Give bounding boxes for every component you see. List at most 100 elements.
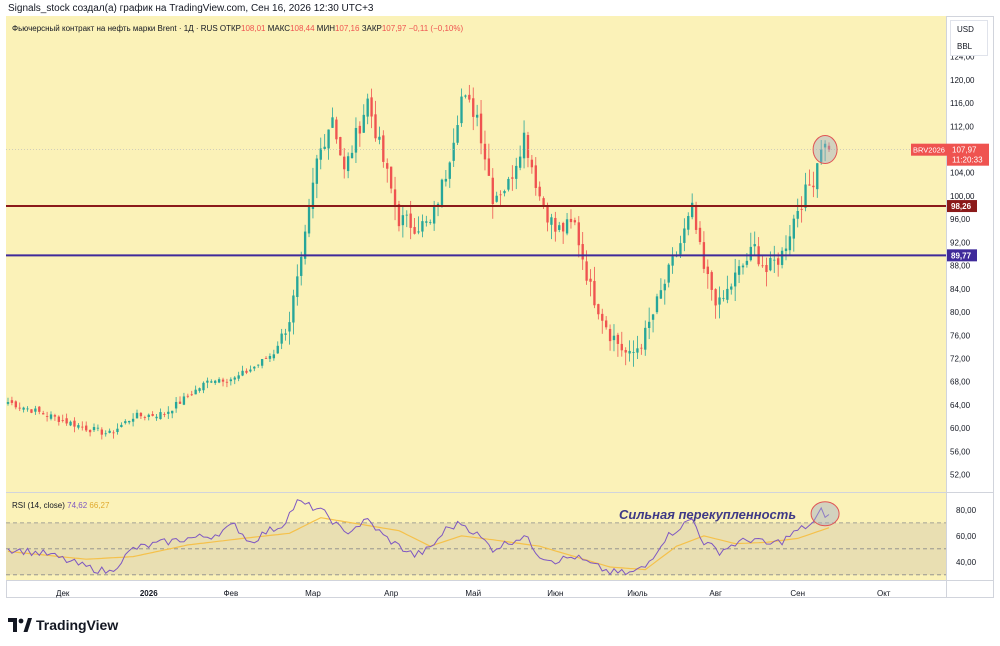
- chart-credit: Signals_stock создал(а) график на Tradin…: [8, 3, 374, 14]
- open-label: ОТКР: [219, 24, 242, 33]
- candle-body: [777, 258, 780, 265]
- candle-body: [120, 424, 123, 428]
- candle-body: [382, 135, 385, 162]
- candle-body: [417, 231, 420, 233]
- rsi-name: RSI (14, close): [12, 501, 65, 510]
- candle-body: [573, 220, 577, 223]
- candle-body: [456, 125, 459, 143]
- candle-body: [655, 296, 659, 313]
- low-value: 107,16: [334, 24, 360, 33]
- candle-body: [565, 219, 569, 234]
- candle-body: [370, 97, 373, 117]
- highlight-circles: [810, 135, 840, 527]
- price-tick-label: 112,00: [950, 122, 974, 131]
- price-tick-label: 64,00: [950, 401, 971, 410]
- candle-body: [112, 432, 115, 434]
- unit-selector[interactable]: USD BBL: [950, 20, 988, 56]
- bar-countdown: 11:20:33: [952, 156, 983, 165]
- time-tick-label: Июль: [627, 589, 647, 598]
- candle-body: [542, 198, 545, 207]
- chart-canvas[interactable]: 128,00124,00120,00116,00112,00108,00104,…: [6, 16, 994, 598]
- price-tick-label: 116,00: [950, 99, 974, 108]
- rsi-tick-label: 60,00: [956, 532, 977, 541]
- candle-body: [585, 261, 588, 281]
- candle-body: [491, 177, 494, 205]
- close-label: ЗАКР: [361, 24, 382, 33]
- open-value: 108,01: [241, 24, 266, 33]
- candle-body: [311, 182, 315, 209]
- currency-label[interactable]: USD: [957, 25, 974, 34]
- candle-body: [151, 414, 154, 416]
- candle-body: [128, 420, 131, 423]
- candle-body: [354, 127, 358, 153]
- candle-body: [432, 205, 436, 224]
- candle-body: [522, 132, 526, 159]
- candle-body: [577, 222, 580, 246]
- candle-body: [413, 227, 416, 234]
- candle-body: [823, 143, 827, 148]
- candle-body: [303, 231, 307, 259]
- candle-body: [49, 414, 53, 419]
- candle-body: [640, 347, 643, 349]
- rsi-legend: RSI (14, close) 74,62 66,27: [12, 501, 109, 510]
- candle-body: [131, 418, 135, 422]
- change-value: −0,11 (−0,10%): [408, 24, 464, 33]
- candle-body: [620, 343, 623, 351]
- candle-body: [663, 283, 666, 291]
- candle-body: [366, 98, 369, 117]
- candle-body: [292, 295, 295, 323]
- candle-body: [632, 352, 635, 353]
- time-tick-label: Апр: [384, 589, 399, 598]
- time-tick-label: Сен: [790, 589, 805, 598]
- candle-body: [288, 322, 291, 332]
- candle-body: [530, 159, 534, 168]
- candle-body: [597, 304, 600, 315]
- candle-body: [268, 356, 272, 359]
- candle-body: [765, 265, 768, 273]
- candle-body: [343, 156, 346, 170]
- candle-body: [726, 288, 729, 300]
- candle-body: [589, 278, 592, 282]
- unit-label[interactable]: BBL: [957, 42, 973, 51]
- candle-body: [272, 354, 276, 359]
- candle-body: [753, 244, 756, 247]
- candle-body: [683, 228, 686, 243]
- rsi-highlight-circle: [810, 501, 840, 527]
- candle-body: [511, 177, 514, 179]
- candle-body: [487, 158, 491, 176]
- price-highlight-circle: [812, 135, 838, 165]
- candle-body: [436, 203, 440, 206]
- candle-body: [647, 321, 651, 328]
- candle-body: [694, 204, 698, 230]
- candle-body: [569, 218, 573, 223]
- candle-body: [339, 137, 342, 156]
- candle-body: [57, 416, 60, 422]
- candle-body: [808, 184, 811, 186]
- price-tick-label: 80,00: [950, 308, 971, 317]
- candle-body: [100, 429, 104, 435]
- candle-body: [733, 272, 737, 287]
- candle-body: [773, 259, 776, 261]
- price-tick-label: 96,00: [950, 215, 971, 224]
- candle-body: [335, 119, 338, 140]
- candle-body: [260, 359, 264, 366]
- candle-body: [346, 156, 350, 172]
- candle-body: [499, 194, 502, 196]
- candle-body: [561, 222, 565, 232]
- candle-body: [374, 114, 377, 139]
- candle-body: [190, 394, 193, 396]
- candle-body: [690, 202, 694, 218]
- candle-body: [88, 430, 92, 433]
- symbol-tag-box: [911, 143, 947, 156]
- close-value: 107,97: [381, 24, 407, 33]
- price-tick-label: 88,00: [950, 262, 971, 271]
- candle-body: [241, 370, 244, 376]
- candle-body: [440, 179, 444, 206]
- candle-body: [706, 266, 709, 275]
- time-tick-label: 2026: [140, 589, 158, 598]
- candle-body: [10, 400, 14, 403]
- candle-body: [397, 204, 401, 227]
- candle-body: [601, 313, 604, 321]
- candle-body: [85, 425, 88, 431]
- candle-body: [378, 136, 381, 140]
